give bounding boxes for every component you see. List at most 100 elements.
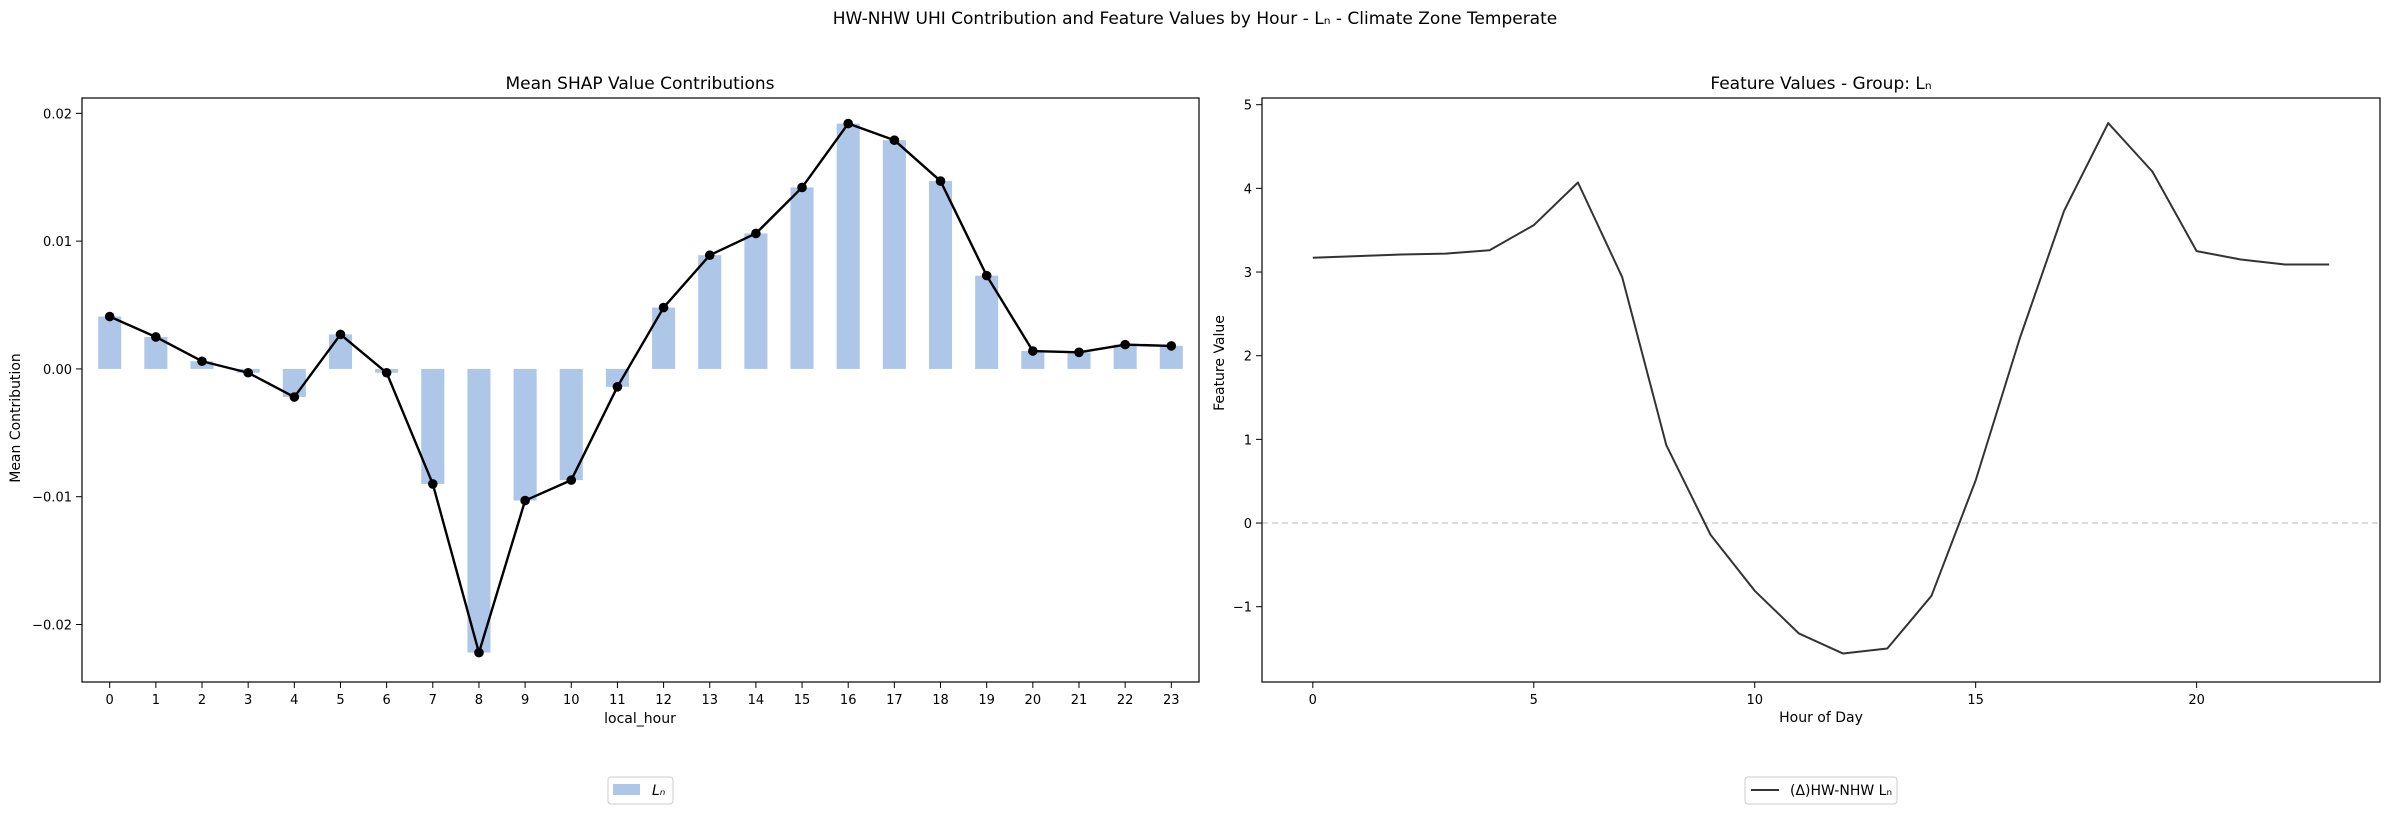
- right-legend: (Δ)HW-NHW Lₙ: [1744, 776, 1898, 805]
- y-tick-label-5: 4: [1244, 182, 1252, 197]
- bar-hour-13: [698, 255, 722, 369]
- x-tick-label-19: 19: [978, 693, 995, 708]
- x-tick-label-22: 22: [1117, 693, 1134, 708]
- overlay-point-hour-8: [474, 647, 484, 658]
- x-tick-label-17: 17: [886, 693, 903, 708]
- bar-hour-14: [744, 233, 768, 369]
- left-chart-title: Mean SHAP Value Contributions: [505, 74, 774, 94]
- overlay-point-hour-22: [1120, 339, 1130, 350]
- bar-hour-16: [836, 123, 860, 369]
- bar-hour-7: [421, 368, 445, 484]
- x-tick-label-20: 20: [1025, 693, 1042, 708]
- right-series-line-layer: [1312, 122, 2330, 655]
- bar-hour-12: [652, 307, 676, 369]
- left-y-ticks: −0.02 −0.01 0.00 0.01 0.02: [32, 107, 82, 633]
- overlay-point-hour-20: [1028, 346, 1038, 356]
- x-tick-label-0: 0: [106, 693, 114, 708]
- bar-hour-0: [98, 316, 122, 369]
- left-overlay-line-layer: [109, 122, 1172, 654]
- y-tick-label-0: −0.02: [32, 618, 72, 633]
- right-x-axis-label: Hour of Day: [1779, 710, 1863, 726]
- left-legend-label: Lₙ: [652, 783, 666, 799]
- x-tick-label-16: 16: [840, 693, 857, 708]
- overlay-point-hour-3: [243, 367, 253, 378]
- left-x-ticks: 0 1 2 3 4 5 6 7 8 9 10 11 12 13 14 15 16 17 18 19 20 21 22 23: [106, 682, 1180, 708]
- y-tick-label-3: 0.01: [43, 235, 72, 250]
- bar-hour-22: [1113, 344, 1137, 369]
- overlay-point-hour-19: [981, 270, 992, 281]
- x-tick-label-5: 5: [336, 693, 344, 708]
- overlay-point-hour-16: [843, 118, 854, 129]
- left-legend: Lₙ: [607, 776, 674, 805]
- x-tick-label-2: 10: [1746, 693, 1763, 708]
- x-tick-label-21: 21: [1071, 693, 1088, 708]
- shap-contribution-panel: Mean SHAP Value Contributions Mean Contr…: [8, 74, 1200, 805]
- right-y-ticks: −1 0 1 2 3 4 5: [1233, 99, 1262, 616]
- bar-hour-11: [605, 368, 629, 387]
- x-tick-label-13: 13: [701, 693, 718, 708]
- overlay-point-hour-0: [104, 311, 115, 322]
- overlay-point-hour-11: [612, 382, 623, 392]
- y-tick-label-0: −1: [1233, 601, 1252, 616]
- y-tick-label-2: 1: [1244, 433, 1252, 448]
- feature-value-line: [1312, 122, 2330, 655]
- bar-hour-8: [467, 368, 491, 653]
- left-legend-swatch: [613, 784, 640, 795]
- x-tick-label-2: 2: [198, 693, 206, 708]
- x-tick-label-18: 18: [932, 693, 949, 708]
- bar-hour-23: [1159, 345, 1183, 369]
- overlay-point-hour-1: [151, 332, 161, 342]
- overlay-point-hour-12: [658, 302, 669, 313]
- x-tick-label-15: 15: [794, 693, 811, 708]
- y-tick-label-6: 5: [1244, 99, 1252, 114]
- left-axes-frame: [81, 97, 1200, 683]
- left-y-axis-label: Mean Contribution: [8, 353, 24, 483]
- bar-hour-10: [559, 368, 583, 481]
- y-tick-label-2: 0.00: [43, 363, 72, 378]
- x-tick-label-12: 12: [655, 693, 672, 708]
- bar-hour-18: [928, 181, 953, 369]
- x-tick-label-0: 0: [1309, 693, 1317, 708]
- overlay-point-hour-18: [935, 176, 946, 186]
- x-tick-label-14: 14: [748, 693, 765, 708]
- x-tick-label-7: 7: [429, 693, 437, 708]
- overlay-point-hour-7: [427, 479, 438, 489]
- overlay-point-hour-5: [335, 329, 346, 340]
- right-x-ticks: 0 5 10 15 20: [1309, 682, 2205, 708]
- right-chart-title: Feature Values - Group: Lₙ: [1710, 74, 1931, 94]
- overlay-point-hour-14: [751, 228, 761, 239]
- right-y-axis-label: Feature Value: [1212, 315, 1228, 411]
- left-legend-box: [607, 776, 674, 805]
- bar-hour-1: [144, 336, 168, 369]
- x-tick-label-9: 9: [521, 693, 529, 708]
- bar-hour-21: [1067, 352, 1091, 369]
- right-legend-box: [1744, 776, 1898, 805]
- overlay-point-hour-13: [704, 250, 715, 260]
- overlay-point-hour-9: [520, 495, 530, 506]
- bar-hour-17: [882, 140, 906, 369]
- bar-hour-15: [790, 187, 814, 369]
- x-tick-label-4: 20: [2188, 693, 2205, 708]
- overlay-point-hour-15: [797, 182, 807, 193]
- y-tick-label-3: 2: [1244, 350, 1252, 365]
- figure-suptitle: HW-NHW UHI Contribution and Feature Valu…: [833, 9, 1557, 29]
- y-tick-label-4: 3: [1244, 266, 1252, 281]
- left-overlay-points-layer: [104, 118, 1177, 658]
- bar-hour-9: [513, 368, 537, 501]
- x-tick-label-11: 11: [609, 693, 626, 708]
- left-x-axis-label: local_hour: [604, 711, 676, 727]
- x-tick-label-8: 8: [475, 693, 483, 708]
- overlay-point-hour-2: [197, 356, 207, 367]
- y-tick-label-1: 0: [1244, 517, 1252, 532]
- x-tick-label-1: 5: [1530, 693, 1538, 708]
- overlay-point-hour-4: [289, 392, 300, 402]
- overlay-point-hour-23: [1166, 341, 1177, 351]
- bar-hour-19: [975, 275, 999, 369]
- overlay-point-hour-10: [566, 475, 577, 485]
- x-tick-label-3: 3: [244, 693, 252, 708]
- x-tick-label-6: 6: [382, 693, 390, 708]
- x-tick-label-4: 4: [290, 693, 298, 708]
- overlay-point-hour-21: [1074, 347, 1084, 358]
- x-tick-label-3: 15: [1967, 693, 1984, 708]
- x-tick-label-23: 23: [1163, 693, 1180, 708]
